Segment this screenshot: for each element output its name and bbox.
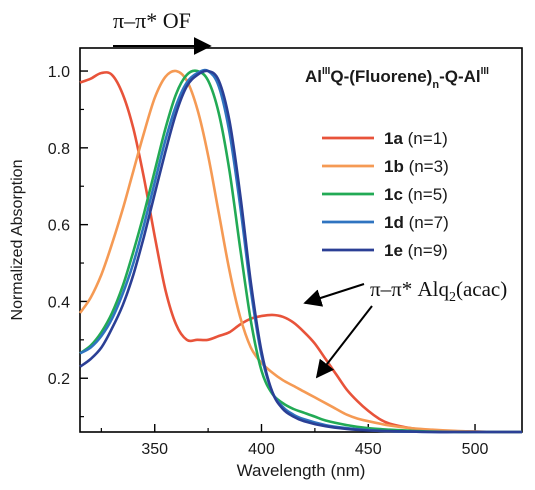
legend-title: AlIIIQ-(Fluorene)n-Q-AlIII xyxy=(305,66,489,91)
legend-label-1e: 1e (n=9) xyxy=(384,241,448,260)
axis-ticks: 350 400 450 500 0.2 0.4 0.6 0.8 1.0 xyxy=(48,64,489,458)
y-tick-label: 0.4 xyxy=(48,294,70,311)
y-tick-label: 0.8 xyxy=(48,141,70,158)
y-tick-label: 0.2 xyxy=(48,371,70,388)
series-line-1b xyxy=(78,69,523,434)
spectra-curves xyxy=(78,68,523,434)
top-arrow-label: π–π* OF xyxy=(113,8,191,33)
x-tick-label: 500 xyxy=(462,441,489,458)
x-tick-label: 450 xyxy=(355,441,382,458)
y-axis-label: Normalized Absorption xyxy=(9,160,26,321)
alq-annotation-label: π–π* Alq2(acac) xyxy=(370,277,507,305)
series-line-1e xyxy=(79,69,522,434)
legend-label-1c: 1c (n=5) xyxy=(384,185,448,204)
plot-frame xyxy=(79,47,523,433)
alq-arrow-upper xyxy=(303,283,365,307)
y-tick-label: 0.6 xyxy=(48,218,70,235)
legend-label-1d: 1d (n=7) xyxy=(384,213,449,232)
legend: 1a (n=1) 1b (n=3) 1c (n=5) 1d (n=7) 1e (n=9) xyxy=(322,129,449,260)
y-tick-label: 1.0 xyxy=(48,64,70,81)
series-line-1a xyxy=(79,71,523,434)
alq-arrow-lower xyxy=(315,305,373,379)
legend-label-1a: 1a (n=1) xyxy=(384,129,448,148)
legend-label-1b: 1b (n=3) xyxy=(384,157,449,176)
x-tick-label: 400 xyxy=(248,441,275,458)
x-axis-label: Wavelength (nm) xyxy=(237,461,366,480)
x-tick-label: 350 xyxy=(141,441,168,458)
